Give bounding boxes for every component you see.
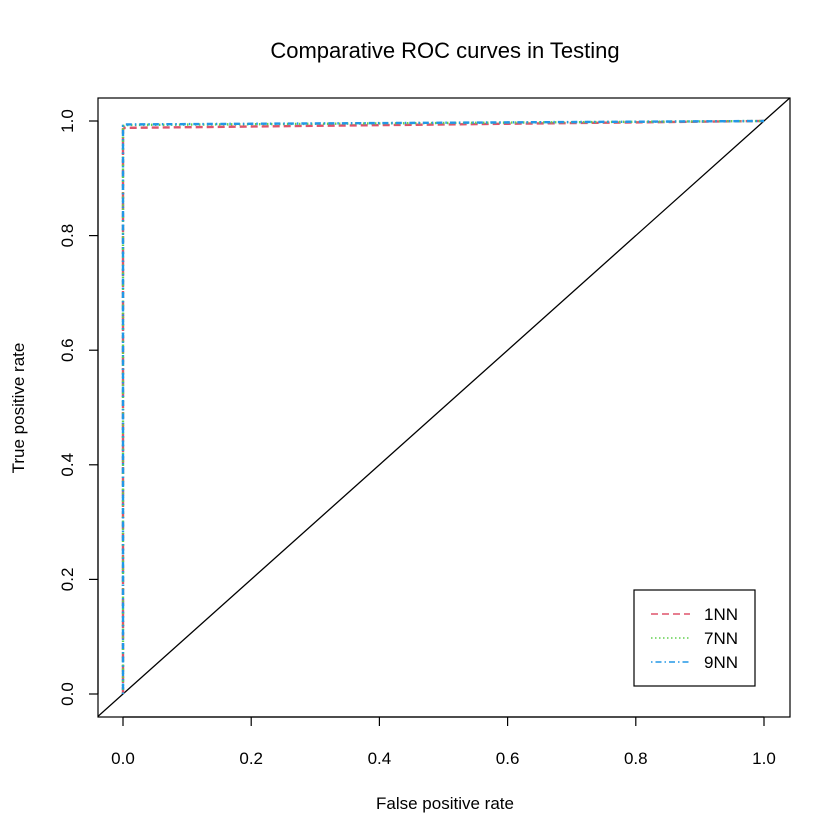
legend: 1NN 7NN 9NN <box>633 589 756 687</box>
y-axis-label: True positive rate <box>9 343 28 474</box>
roc-line-7nn <box>121 119 765 694</box>
legend-box <box>633 589 756 687</box>
x-axis: 0.0 0.2 0.4 0.6 0.8 1.0 <box>111 716 776 768</box>
roc-line-1nn <box>121 119 765 694</box>
roc-line-9nn <box>121 119 765 694</box>
x-tick-label: 0.6 <box>496 749 520 768</box>
y-tick-label: 1.0 <box>58 109 77 133</box>
x-tick-label: 0.2 <box>239 749 263 768</box>
legend-label-9nn: 9NN <box>704 653 738 672</box>
y-tick-label: 0.6 <box>58 338 77 362</box>
x-tick-label: 1.0 <box>752 749 776 768</box>
chart-title: Comparative ROC curves in Testing <box>270 38 619 63</box>
y-tick-label: 0.4 <box>58 453 77 477</box>
x-tick-label: 0.0 <box>111 749 135 768</box>
plot-area <box>98 98 790 717</box>
reference-diagonal-line <box>98 98 790 717</box>
y-tick-label: 0.0 <box>58 682 77 706</box>
x-axis-label: False positive rate <box>376 794 514 813</box>
y-tick-label: 0.2 <box>58 568 77 592</box>
y-axis: 0.0 0.2 0.4 0.6 0.8 1.0 <box>58 109 99 706</box>
legend-label-7nn: 7NN <box>704 629 738 648</box>
y-tick-label: 0.8 <box>58 224 77 248</box>
legend-label-1nn: 1NN <box>704 605 738 624</box>
x-tick-label: 0.4 <box>368 749 392 768</box>
x-tick-label: 0.8 <box>624 749 648 768</box>
